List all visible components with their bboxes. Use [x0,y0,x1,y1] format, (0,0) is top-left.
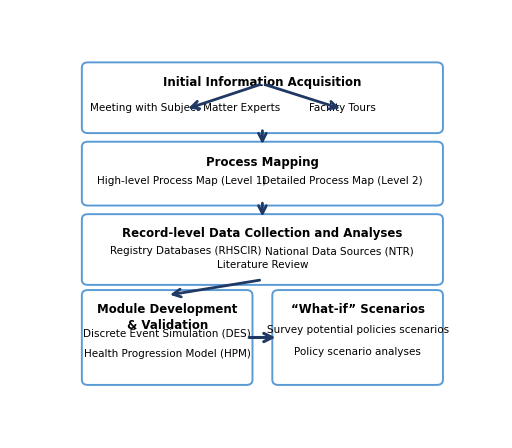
Text: Health Progression Model (HPM): Health Progression Model (HPM) [84,349,250,359]
Text: Process Mapping: Process Mapping [206,155,319,168]
Text: Survey potential policies scenarios: Survey potential policies scenarios [267,324,449,335]
Text: Detailed Process Map (Level 2): Detailed Process Map (Level 2) [262,176,423,186]
Text: Policy scenario analyses: Policy scenario analyses [294,347,421,357]
Text: Meeting with Subject Matter Experts: Meeting with Subject Matter Experts [91,103,281,113]
FancyBboxPatch shape [82,290,252,385]
Text: Initial Information Acquisition: Initial Information Acquisition [163,76,361,89]
FancyBboxPatch shape [82,214,443,285]
FancyBboxPatch shape [82,62,443,133]
Text: Facility Tours: Facility Tours [309,103,376,113]
Text: Registry Databases (RHSCIR): Registry Databases (RHSCIR) [110,246,261,256]
Text: “What-if” Scenarios: “What-if” Scenarios [291,303,424,316]
Text: Discrete Event Simulation (DES): Discrete Event Simulation (DES) [83,328,251,338]
FancyBboxPatch shape [272,290,443,385]
Text: Literature Review: Literature Review [217,260,308,270]
Text: Module Development
& Validation: Module Development & Validation [97,303,238,332]
Text: National Data Sources (NTR): National Data Sources (NTR) [265,246,414,256]
Text: Record-level Data Collection and Analyses: Record-level Data Collection and Analyse… [122,227,402,240]
FancyBboxPatch shape [82,142,443,206]
Text: High-level Process Map (Level 1): High-level Process Map (Level 1) [97,176,267,186]
